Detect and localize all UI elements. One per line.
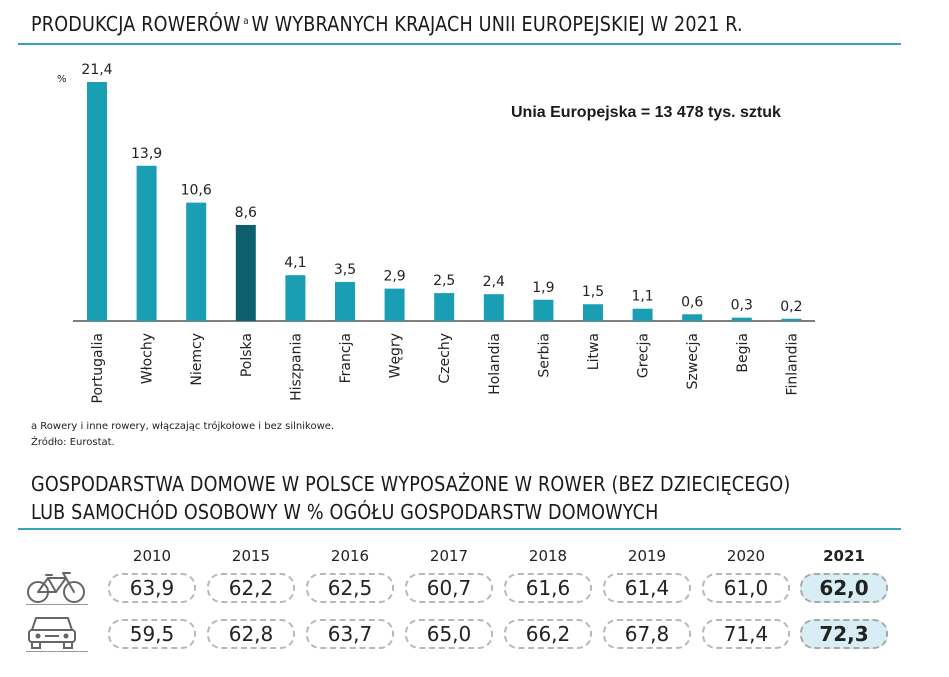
year-header-2020: 2020 (726, 547, 766, 565)
category-label-3: Polska (239, 333, 255, 377)
data-label-14: 0,2 (780, 299, 802, 315)
bar-9 (533, 299, 554, 321)
chart-title-text-after: W WYBRANYCH KRAJACH UNII EUROPEJSKIEJ W … (251, 12, 743, 36)
bar-11 (632, 308, 653, 321)
bicycle-value-2010: 63,9 (108, 573, 196, 603)
table-title-rule (18, 528, 901, 530)
year-header-2019: 2019 (627, 547, 667, 565)
car-value-2021: 72,3 (800, 619, 888, 649)
category-label-6: Węgry (388, 333, 404, 378)
category-label-1: Włochy (140, 333, 156, 384)
year-header-2021: 2021 (823, 547, 865, 565)
data-label-0: 21,4 (81, 62, 112, 78)
bicycle-value-2016: 62,5 (306, 573, 394, 603)
car-value-2015: 62,8 (207, 619, 295, 649)
car-value-2020: 71,4 (702, 619, 790, 649)
category-label-10: Litwa (586, 333, 602, 370)
year-header-2018: 2018 (528, 547, 568, 565)
year-header-2017: 2017 (429, 547, 469, 565)
bar-8 (483, 294, 504, 321)
data-label-4: 4,1 (284, 255, 306, 271)
category-label-5: Francja (338, 333, 354, 383)
data-label-1: 13,9 (131, 146, 162, 162)
car-icon (26, 614, 78, 655)
category-label-12: Szwecja (685, 333, 701, 389)
bicycle-value-2021: 62,0 (800, 573, 888, 603)
data-label-3: 8,6 (235, 205, 257, 221)
car-value-2010: 59,5 (108, 619, 196, 649)
title-rule (18, 43, 901, 45)
category-label-7: Czechy (437, 333, 453, 384)
category-label-9: Serbia (536, 333, 552, 378)
year-header-2015: 2015 (231, 547, 271, 565)
source-note: Źródło: Eurostat. (31, 437, 115, 448)
y-unit-label: % (57, 74, 67, 85)
data-label-7: 2,5 (433, 273, 455, 289)
car-value-2016: 63,7 (306, 619, 394, 649)
bicycle-value-2018: 61,6 (504, 573, 592, 603)
row-divider (26, 604, 88, 605)
chart-title-text: PRODUKCJA ROWERÓW (31, 12, 241, 36)
data-label-5: 3,5 (334, 262, 356, 278)
data-label-8: 2,4 (483, 274, 505, 290)
footnote-a: a Rowery i inne rowery, włączając trójko… (31, 421, 335, 432)
bar-14 (781, 318, 802, 321)
bar-7 (434, 293, 455, 321)
table-title-line1: GOSPODARSTWA DOMOWE W POLSCE WYPOSAŻONE … (31, 472, 791, 496)
bar-13 (731, 317, 752, 321)
car-value-2019: 67,8 (603, 619, 691, 649)
chart-title: PRODUKCJA ROWERÓW a W WYBRANYCH KRAJACH UN… (31, 12, 743, 36)
bar-10 (583, 304, 603, 321)
bar-2 (186, 202, 207, 321)
table-title-line2: LUB SAMOCHÓD OSOBOWY W % OGÓŁU GOSPODARS… (31, 500, 659, 524)
bicycle-icon (26, 572, 88, 609)
eu-total-annotation: Unia Europejska = 13 478 tys. sztuk (511, 104, 781, 121)
category-label-13: Begia (735, 333, 751, 373)
car-value-2017: 65,0 (405, 619, 493, 649)
bicycle-value-2015: 62,2 (207, 573, 295, 603)
bicycle-value-2019: 61,4 (603, 573, 691, 603)
bar-6 (384, 288, 405, 321)
bar-0 (87, 82, 107, 321)
category-label-14: Finlandia (784, 333, 800, 396)
bar-3 (235, 224, 256, 321)
data-label-10: 1,5 (582, 284, 604, 300)
data-label-9: 1,9 (532, 280, 554, 296)
data-label-13: 0,3 (731, 298, 753, 314)
category-label-4: Hiszpania (288, 333, 304, 401)
row-divider (26, 651, 88, 652)
bar-4 (285, 275, 306, 321)
year-header-2016: 2016 (330, 547, 370, 565)
year-header-2010: 2010 (132, 547, 172, 565)
bar-chart: % Unia Europejska = 13 478 tys. sztuk 21,4… (57, 62, 815, 403)
category-label-11: Grecja (636, 333, 652, 378)
footnote-marker: a (243, 16, 249, 27)
bar-1 (136, 165, 157, 321)
data-label-6: 2,9 (383, 269, 405, 285)
data-label-2: 10,6 (181, 183, 212, 199)
category-label-8: Holandia (487, 333, 503, 395)
category-label-0: Portugalia (90, 333, 106, 403)
bar-12 (682, 314, 703, 321)
bicycle-value-2020: 61,0 (702, 573, 790, 603)
data-label-12: 0,6 (681, 294, 703, 310)
category-label-2: Niemcy (189, 333, 205, 386)
data-label-11: 1,1 (631, 289, 653, 305)
bicycle-value-2017: 60,7 (405, 573, 493, 603)
bar-5 (335, 281, 355, 321)
car-value-2018: 66,2 (504, 619, 592, 649)
